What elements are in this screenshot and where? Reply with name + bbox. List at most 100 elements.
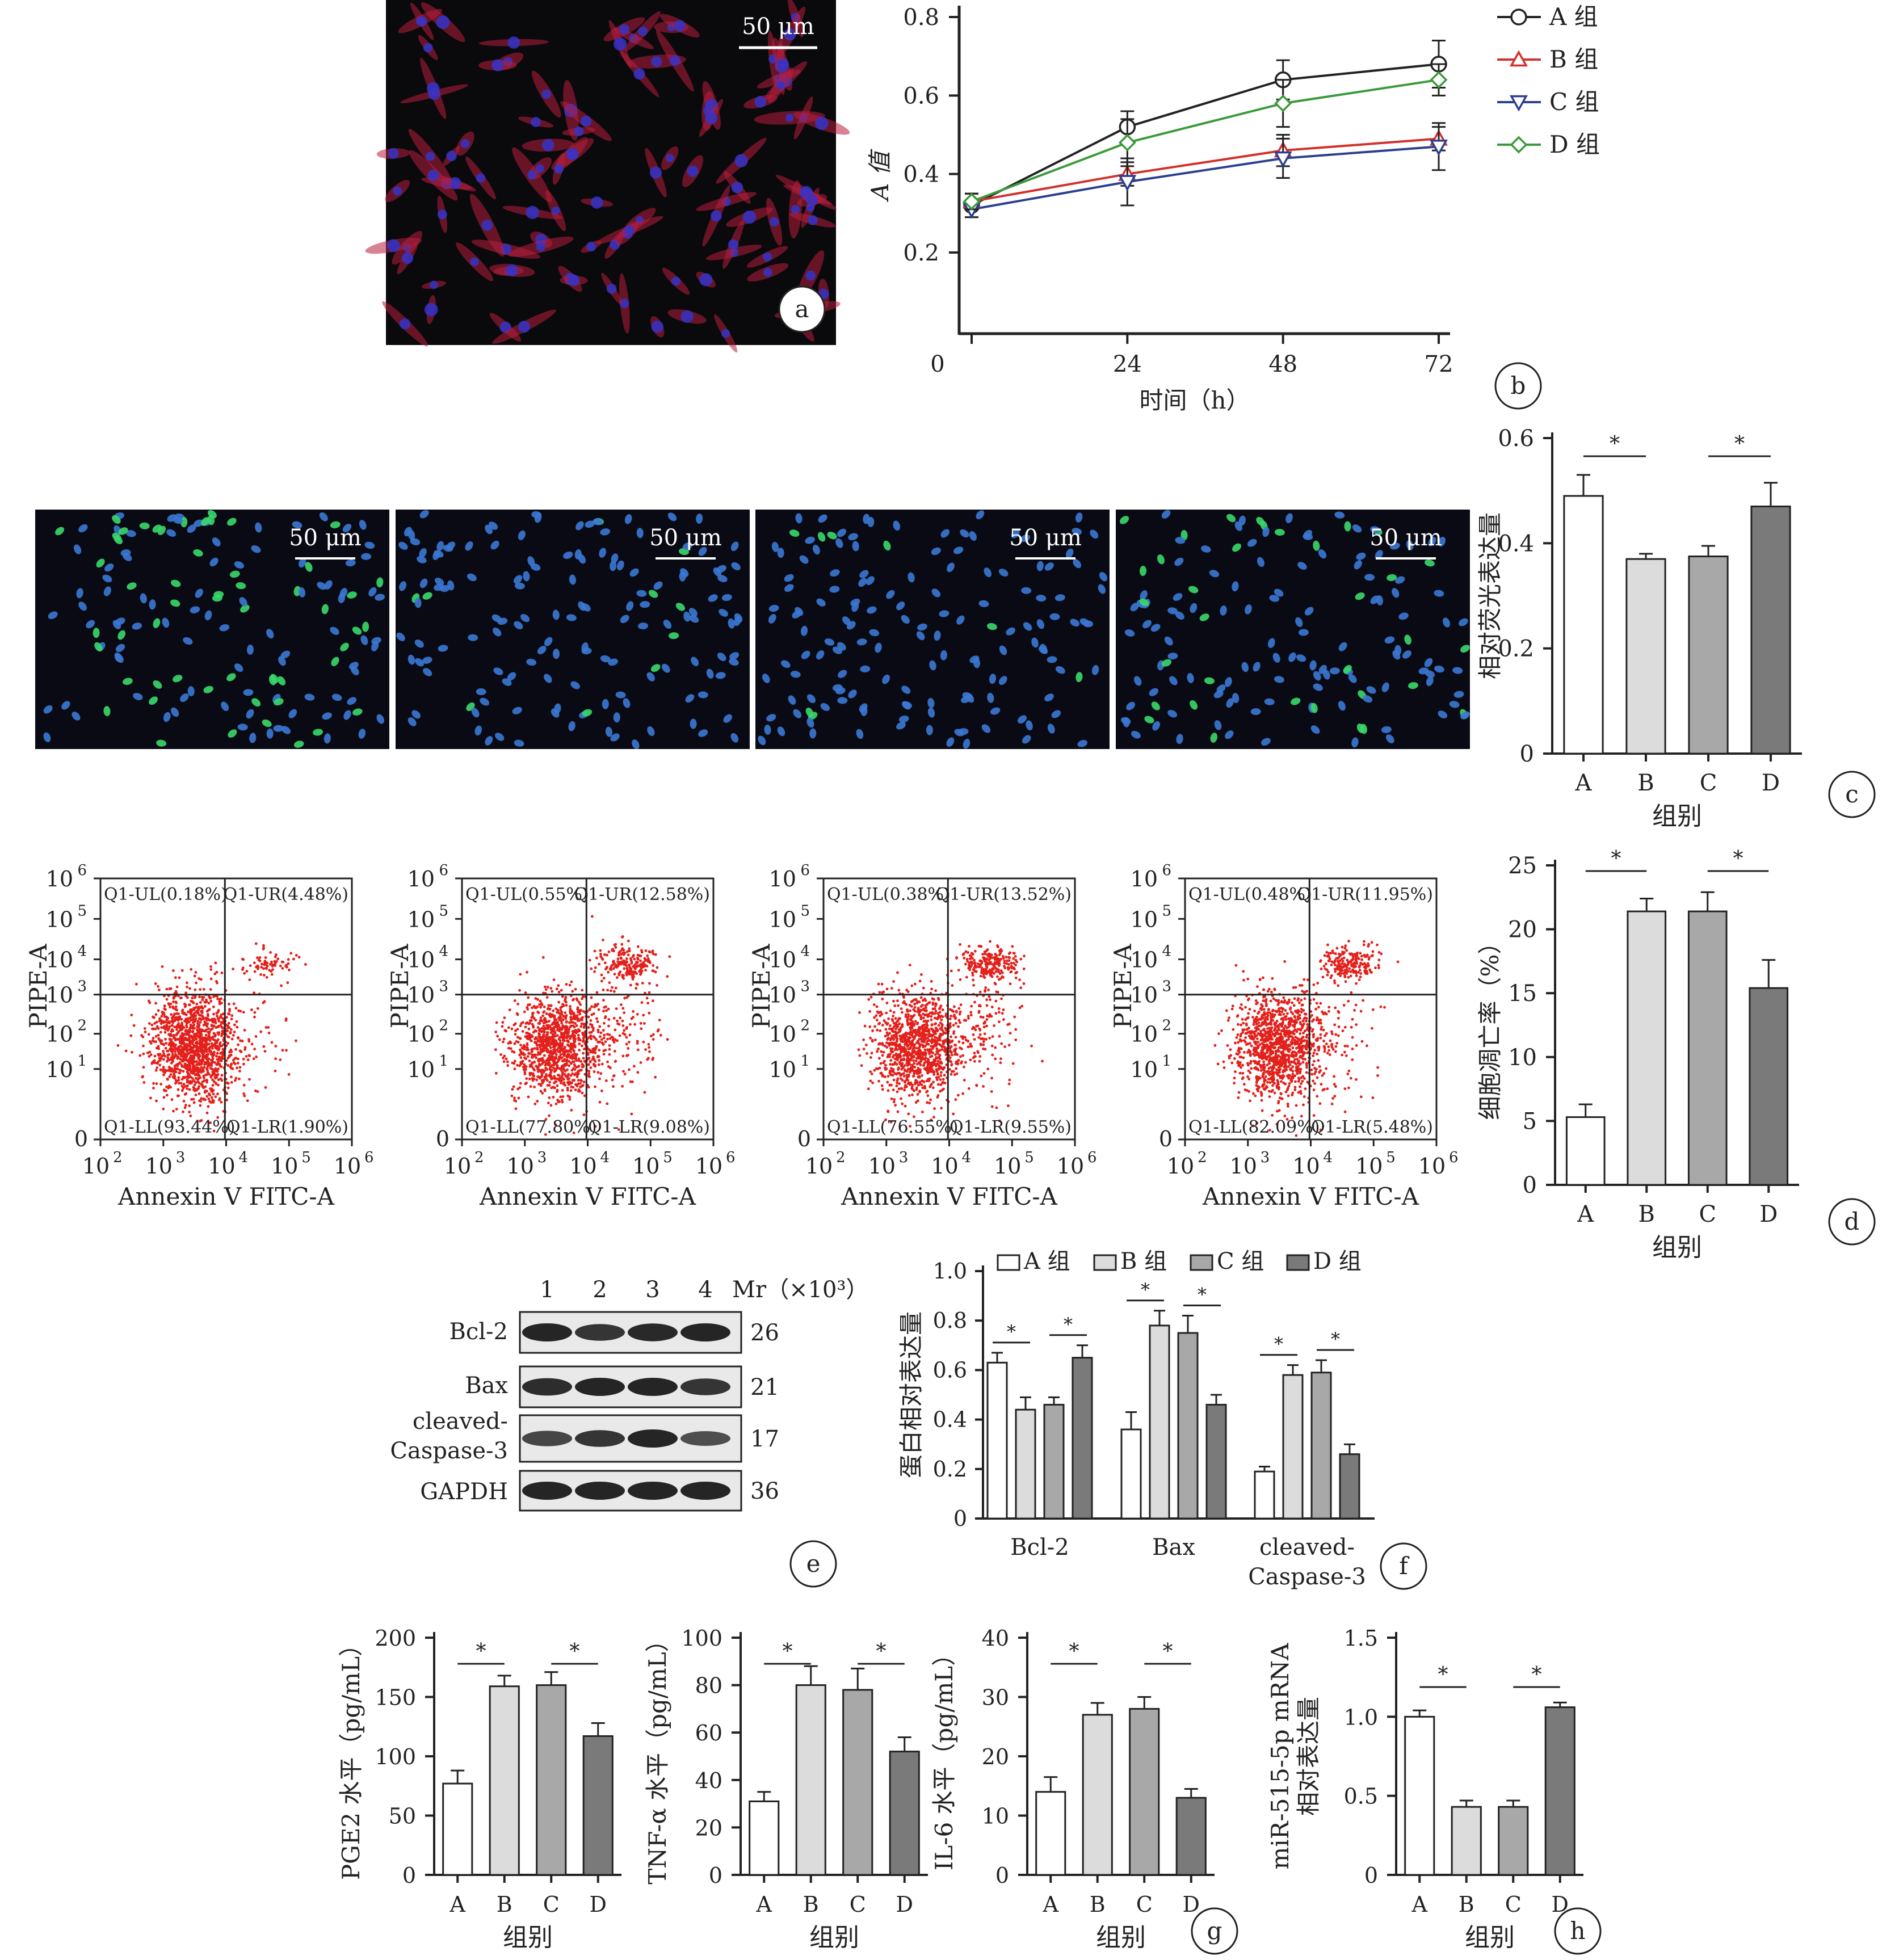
- event-dot: [215, 1063, 219, 1066]
- event-dot: [885, 987, 889, 991]
- nucleus: [331, 657, 339, 666]
- event-dot: [165, 1089, 167, 1092]
- nucleus: [1438, 536, 1446, 547]
- event-dot: [498, 1038, 501, 1041]
- nucleus: [611, 553, 619, 563]
- event-dot: [881, 998, 884, 1000]
- event-dot: [658, 1019, 661, 1021]
- event-dot: [892, 1100, 896, 1104]
- event-dot: [633, 1023, 636, 1026]
- event-dot: [238, 1077, 241, 1080]
- event-dot: [625, 1036, 628, 1039]
- event-dot: [575, 1066, 578, 1069]
- event-dot: [598, 1025, 602, 1028]
- event-dot: [654, 1075, 657, 1079]
- event-dot: [194, 1073, 197, 1076]
- nucleus: [212, 537, 221, 546]
- event-dot: [614, 1028, 617, 1032]
- event-dot: [574, 1054, 578, 1057]
- nucleus: [183, 637, 193, 645]
- cell-nucleus: [542, 139, 554, 152]
- nucleus: [1274, 676, 1284, 683]
- event-dot: [909, 1018, 912, 1021]
- event-dot: [540, 1075, 543, 1079]
- nucleus: [1356, 552, 1366, 560]
- event-dot: [907, 1112, 910, 1116]
- nucleus: [758, 735, 766, 746]
- event-dot: [524, 1025, 527, 1029]
- event-dot: [209, 999, 213, 1003]
- event-dot: [628, 949, 631, 953]
- event-dot: [217, 1025, 220, 1028]
- event-dot: [978, 990, 982, 994]
- nucleus: [766, 714, 776, 722]
- event-dot: [188, 1044, 192, 1048]
- event-dot: [573, 1029, 575, 1033]
- nucleus: [1220, 605, 1227, 616]
- event-dot: [181, 1011, 184, 1015]
- nucleus: [613, 712, 620, 723]
- event-dot: [629, 1080, 632, 1083]
- micrograph-c-background: [396, 510, 750, 749]
- event-dot: [237, 1043, 240, 1046]
- event-dot: [531, 1012, 534, 1016]
- event-dot: [969, 1045, 972, 1048]
- nucleus: [476, 688, 486, 696]
- event-dot: [225, 1016, 228, 1019]
- event-dot: [528, 1034, 532, 1037]
- event-dot: [885, 1002, 889, 1004]
- event-dot: [557, 984, 560, 987]
- event-dot: [639, 1061, 642, 1064]
- cell-nucleus: [417, 16, 427, 27]
- event-dot: [582, 1080, 586, 1084]
- event-dot: [168, 1075, 171, 1078]
- event-dot: [152, 1037, 155, 1040]
- event-dot: [985, 998, 988, 1002]
- nucleus: [1011, 529, 1020, 539]
- event-dot: [541, 1014, 544, 1017]
- event-dot: [574, 1072, 577, 1075]
- chart-c-category-label: A: [1575, 770, 1593, 796]
- event-dot: [195, 1037, 198, 1041]
- event-dot: [180, 1028, 184, 1031]
- event-dot: [562, 1004, 565, 1007]
- event-dot: [209, 1121, 212, 1124]
- event-dot: [552, 1009, 555, 1012]
- event-dot: [169, 1006, 172, 1009]
- event-dot: [212, 1020, 215, 1024]
- event-dot: [262, 948, 265, 950]
- event-dot: [537, 1032, 540, 1035]
- event-dot: [206, 1017, 209, 1020]
- event-dot: [939, 1071, 943, 1074]
- event-dot: [512, 1085, 515, 1088]
- series-line-2: [971, 145, 1439, 211]
- nucleus: [348, 662, 359, 670]
- event-dot: [668, 955, 671, 958]
- nucleus: [48, 611, 58, 620]
- event-dot: [571, 1072, 574, 1075]
- nucleus: [953, 546, 964, 554]
- event-dot: [996, 975, 999, 978]
- event-dot: [553, 1020, 556, 1024]
- nucleus: [1434, 590, 1444, 597]
- event-dot: [162, 1066, 165, 1069]
- event-dot: [161, 965, 164, 968]
- event-dot: [174, 1005, 178, 1008]
- event-dot: [169, 1034, 172, 1037]
- nucleus: [438, 645, 448, 652]
- event-dot: [172, 996, 175, 999]
- event-dot: [571, 1060, 574, 1063]
- event-dot: [180, 1042, 184, 1045]
- event-dot: [602, 1043, 605, 1046]
- event-dot: [950, 1063, 953, 1067]
- event-dot: [627, 939, 630, 943]
- event-dot: [569, 1089, 573, 1092]
- event-dot: [213, 1061, 216, 1064]
- event-dot: [216, 1052, 219, 1055]
- cell-nucleus: [531, 117, 541, 127]
- flow-xtick-exp: 6: [364, 1149, 374, 1166]
- event-dot: [533, 1029, 537, 1032]
- nucleus: [1385, 734, 1394, 743]
- legend-marker-1: [1510, 50, 1528, 67]
- event-dot: [204, 1054, 207, 1058]
